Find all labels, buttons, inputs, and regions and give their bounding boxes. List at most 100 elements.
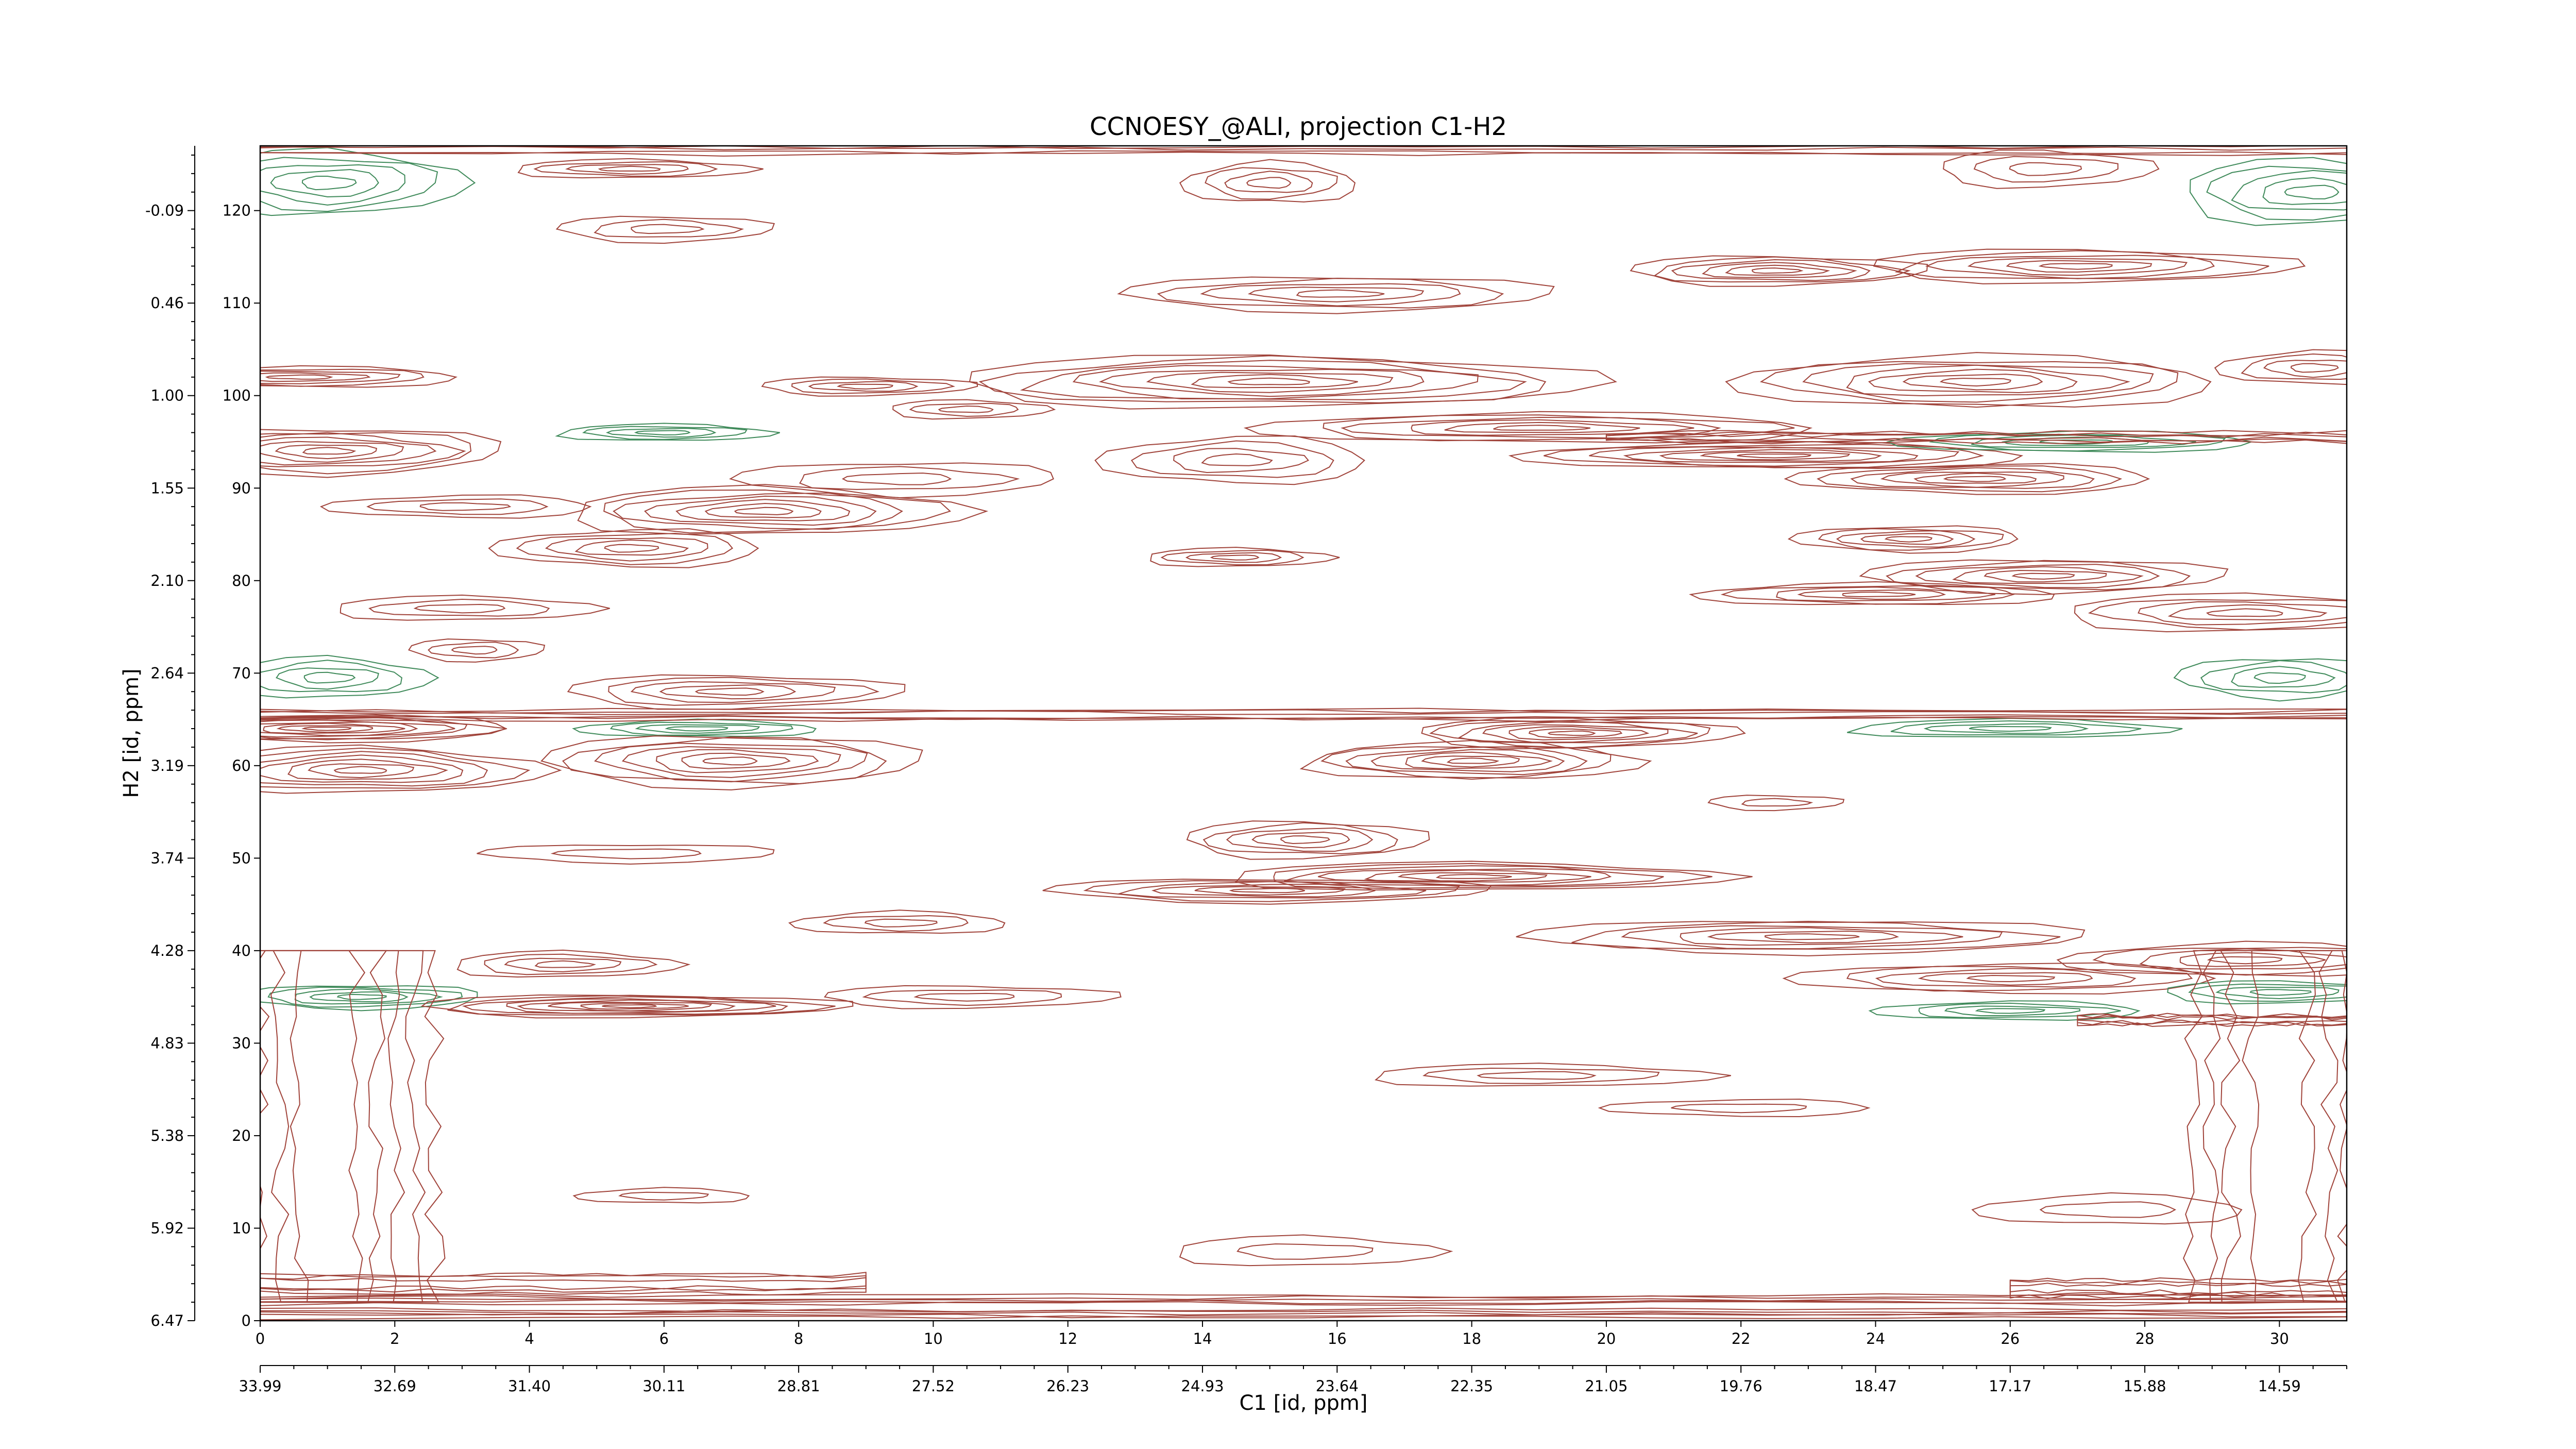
contour-peak-38-level-2 [1944,1005,2081,1017]
contour-peak-16-level-7 [1227,377,1311,385]
y-ppm-tick-label: 2.10 [150,572,184,589]
contour-peak-25-level-1 [1202,822,1398,854]
contour-peak-12-level-1 [562,736,887,784]
x-index-tick-label: 4 [524,1330,534,1347]
contour-peak-18-level-0 [1094,435,1365,485]
y-ppm-tick-label: 1.00 [150,387,184,405]
contour-peak-6-level-4 [336,993,387,1000]
x-ppm-tick-label: 14.59 [2258,1377,2301,1395]
contour-peak-29-level-2 [1589,446,1960,467]
contour-peak-40-level-2 [2215,986,2340,1000]
contour-peak-29-level-5 [1700,451,1851,461]
contour-peak-10-level-1 [582,426,748,440]
y-index-tick-label: 20 [232,1127,251,1144]
contour-peak-16-level-3 [1072,365,1479,400]
contour-peak-36-level-3 [1680,927,1963,946]
contour-peak-2-level-1 [260,715,507,740]
contour-peak-7-level-2 [462,996,789,1015]
contour-peak-62-level-1 [618,1191,709,1201]
contour-peak-30-level-4 [1913,473,2037,484]
contour-ridge-6-level-0 [2077,1013,2347,1027]
contour-peak-51-level-1 [368,598,550,617]
contour-peak-37-level-4 [1966,974,2056,983]
contour-peak-47-level-0 [1179,159,1356,203]
contour-peak-28-level-2 [1802,363,2154,403]
contour-peak-35-level-0 [2074,592,2347,633]
contour-column-1-level-1 [2202,950,2347,1303]
contour-peak-23-level-3 [1318,868,1612,886]
contour-peak-29-level-4 [1659,449,1882,462]
y-ppm-tick-label: 4.28 [150,942,184,959]
contour-peak-18-level-2 [1173,448,1310,474]
y-ppm-tick-label: 0.46 [150,294,184,312]
contour-peak-23-level-4 [1364,869,1591,883]
contour-peak-7-level-7 [602,1004,657,1008]
contour-peak-27-level-0 [1873,248,2306,284]
contour-peak-42-level-2 [2231,666,2336,688]
x-index-tick-label: 22 [1732,1330,1751,1347]
x-index-tick-label: 8 [794,1330,803,1347]
contour-peak-20-level-4 [1444,422,1640,433]
contour-peak-41-level-3 [1969,726,2052,732]
contour-peak-26-level-1 [1653,256,1911,283]
contour-peak-37-level-0 [1782,962,2216,995]
contour-peak-10-level-0 [555,423,781,441]
contour-peak-55-level-2 [913,992,1015,1002]
contour-peak-35-level-4 [2206,608,2283,617]
contour-peak-56-level-2 [1477,1071,1597,1080]
contour-peak-37-level-3 [1918,972,2093,986]
contour-peak-56-level-1 [1422,1067,1660,1084]
contour-peak-27-level-1 [1894,250,2269,280]
contour-peak-60-level-1 [1236,1243,1374,1260]
x-ppm-tick-label: 28.81 [777,1377,820,1395]
contour-peak-24-level-4 [1194,886,1346,896]
contour-peak-25-level-0 [1186,820,1430,860]
contour-peak-34-level-1 [1720,585,2015,605]
contour-peak-19-level-3 [1210,554,1260,561]
contour-peak-53-level-2 [841,473,952,485]
contour-peak-2-level-4 [260,721,418,736]
contour-peak-19-level-1 [1160,549,1304,565]
contour-peak-35-level-3 [2167,604,2328,620]
contour-peak-23-level-2 [1284,865,1664,887]
x-index-tick-label: 28 [2136,1330,2155,1347]
contour-peak-16-level-0 [969,354,1617,410]
contour-ridge-2-level-0 [2009,1277,2347,1300]
x-ppm-tick-label: 15.88 [2124,1377,2166,1395]
x-ppm-tick-label: 32.69 [374,1377,416,1395]
contour-peak-32-level-1 [1818,528,2004,551]
contour-ridge-1-level-1 [260,1275,867,1293]
x-index-tick-label: 0 [256,1330,265,1347]
contour-peak-30-level-3 [1880,471,2064,488]
contour-peak-39-level-2 [2139,948,2347,970]
contour-peak-3-level-4 [287,759,448,781]
contour-ridge-5-level-0 [260,146,2347,157]
x-index-tick-label: 14 [1193,1330,1212,1347]
contour-ridge-5-level-1 [260,146,2347,155]
y-ppm-tick-label: 2.64 [150,664,184,682]
contour-peak-33-level-2 [1915,564,2160,588]
contour-ridge-3-level-0 [260,707,2347,722]
contour-column-0-level-4 [290,950,366,1303]
contour-peak-0-level-3 [260,436,437,466]
contour-peak-39-level-1 [2092,947,2347,976]
x-ppm-tick-label: 22.35 [1450,1377,1493,1395]
y-ppm-tick-label: 6.47 [150,1312,184,1329]
x-index-tick-label: 6 [659,1330,669,1347]
contour-column-0-level-0 [260,950,446,1303]
contour-peak-29-level-3 [1623,446,1919,463]
contour-peak-15-level-2 [630,681,836,703]
contour-peak-15-level-3 [659,684,796,700]
contour-peak-59-level-0 [1707,795,1845,812]
plot-frame [259,145,2348,1322]
contour-peak-21-level-5 [1421,755,1520,768]
contour-peak-58-level-1 [550,848,702,860]
contour-peak-24-level-0 [1042,879,1493,905]
y-ppm-tick-label: 3.74 [150,849,184,867]
contour-peak-49-level-0 [517,158,764,179]
y-index-tick-label: 90 [232,479,251,497]
contour-peak-26-level-0 [1630,255,1928,287]
contour-ridge-0-level-1 [260,1295,2347,1319]
contour-peak-44-level-3 [2290,363,2339,373]
contour-peak-25-level-3 [1251,832,1350,849]
